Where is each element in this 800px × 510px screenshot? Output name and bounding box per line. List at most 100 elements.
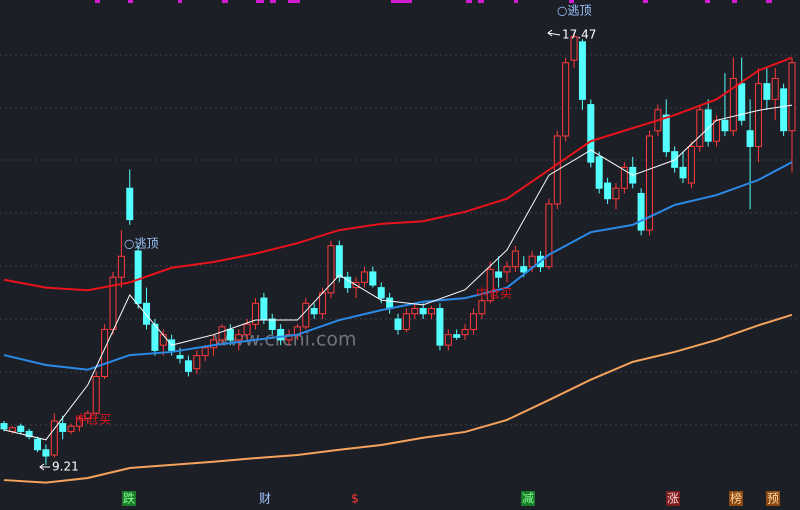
signal-label: $: [351, 492, 359, 506]
top-marker: [643, 0, 648, 3]
candle-body: [419, 308, 427, 315]
candle-body: [754, 83, 762, 147]
top-marker: [732, 0, 737, 3]
signal-label: 跌: [123, 491, 135, 506]
candle-body: [637, 192, 645, 231]
top-marker: [514, 0, 518, 3]
candle-body: [713, 119, 721, 142]
signal-badge: [122, 491, 136, 506]
candle-body: [42, 449, 50, 457]
candle-body: [570, 36, 578, 61]
candle-body: [50, 420, 58, 456]
candle-body: [444, 334, 452, 346]
annotation: ○逃顶: [557, 4, 591, 18]
top-marker: [705, 0, 710, 3]
candle-body: [578, 41, 586, 100]
candle-body: [402, 313, 410, 330]
candle-body: [746, 130, 754, 147]
candle-body: [92, 376, 100, 414]
candle-body: [478, 300, 486, 315]
candle-body: [377, 287, 385, 299]
candle-body: [277, 328, 285, 341]
signal-label: 涨: [667, 491, 679, 506]
candle-body: [25, 430, 33, 438]
top-marker: [288, 0, 300, 3]
candle-body: [428, 308, 436, 315]
candle-body: [771, 77, 779, 100]
indicator-line: [3, 56, 793, 292]
candle-body: [369, 271, 377, 286]
top-marker: [256, 0, 264, 3]
candle-body: [210, 339, 218, 349]
annotation: 17.47: [562, 28, 596, 42]
candle-body: [645, 135, 653, 231]
candle-body: [696, 109, 704, 147]
annotation-arrow: [547, 29, 561, 37]
candle-body: [159, 334, 167, 346]
candle-body: [335, 245, 343, 278]
candle-body: [117, 255, 125, 278]
top-marker: [128, 0, 133, 3]
signal-badge: [348, 491, 362, 506]
signal-badge: [729, 491, 743, 506]
top-marker: [95, 0, 100, 3]
signal-badge: [766, 491, 780, 506]
annotation: 中仓买: [476, 286, 512, 301]
candle-body: [486, 268, 494, 302]
signal-badge: [258, 491, 272, 506]
annotation: ○逃顶: [124, 237, 158, 251]
candle-body: [511, 250, 519, 268]
candle-body: [386, 297, 394, 310]
candle-body: [721, 119, 729, 132]
candle-body: [469, 313, 477, 330]
candle-body: [134, 250, 142, 304]
top-marker: [766, 0, 772, 3]
candle-body: [545, 203, 553, 268]
candle-body: [612, 187, 620, 200]
candle-body: [285, 334, 293, 341]
candle-body: [503, 266, 511, 273]
candle-body: [562, 62, 570, 137]
candle-body: [193, 355, 201, 370]
annotation: 9.21: [52, 460, 79, 474]
candle-body: [151, 323, 159, 351]
candle-body: [704, 109, 712, 142]
candle-body: [436, 308, 444, 346]
candle-body: [260, 297, 268, 320]
candle-body: [143, 302, 151, 325]
candle-body: [495, 271, 503, 278]
candle-body: [184, 360, 192, 372]
candle-body: [59, 423, 67, 432]
candle-body: [17, 425, 25, 432]
candle-body: [729, 77, 737, 132]
candle-body: [176, 355, 184, 359]
candle-body: [101, 328, 109, 378]
candle-body: [687, 145, 695, 184]
candle-body: [394, 318, 402, 330]
candle-body: [679, 166, 687, 179]
candle-body: [201, 347, 209, 357]
signal-badge: [521, 491, 535, 506]
candle-body: [126, 187, 134, 221]
candle-body: [34, 438, 42, 451]
candle-body: [109, 276, 117, 330]
top-marker: [222, 0, 228, 3]
candle-body: [226, 328, 234, 341]
candle-body: [67, 425, 75, 432]
candle-body: [251, 302, 259, 325]
candle-body: [763, 83, 771, 100]
annotation: 中仓买: [75, 412, 111, 427]
signal-label: 减: [522, 492, 534, 506]
candle-body: [327, 245, 335, 294]
candle-body: [302, 302, 310, 328]
annotation-arrow: [39, 463, 50, 471]
candle-body: [587, 104, 595, 163]
watermark: www.crchi.com: [213, 329, 356, 351]
candle-body: [662, 114, 670, 153]
candle-body: [0, 423, 8, 430]
candle-body: [620, 166, 628, 189]
signal-badge: [666, 491, 680, 506]
